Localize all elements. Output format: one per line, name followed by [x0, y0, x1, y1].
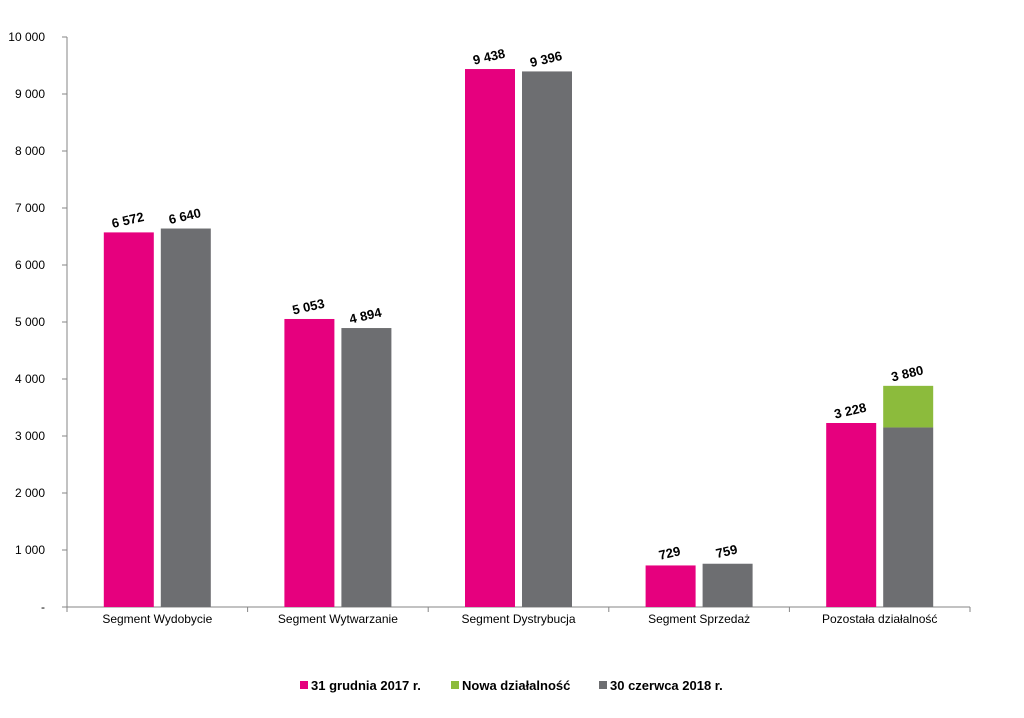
legend-swatch — [599, 681, 607, 689]
bar-2017-12-31 — [645, 565, 696, 607]
y-tick-label: - — [41, 600, 45, 614]
legend-item-2018-06-30: 30 czerwca 2018 r. — [599, 678, 723, 693]
y-tick-label: 3 000 — [15, 429, 45, 443]
y-tick-label: 4 000 — [15, 372, 45, 386]
data-label-2017-12-31: 3 228 — [833, 400, 868, 422]
bar-2018-06-30 — [522, 71, 572, 608]
y-tick-label: 8 000 — [15, 144, 45, 158]
x-category-label: Pozostała działalność — [822, 612, 937, 626]
data-label-2017-12-31: 5 053 — [291, 296, 326, 318]
data-label-2017-12-31: 6 572 — [110, 209, 145, 231]
bar-2017-12-31 — [465, 69, 515, 607]
bar-2018-06-30 — [883, 427, 934, 607]
bar-2017-12-31 — [103, 232, 154, 607]
y-axis: - 1 000 2 000 3 000 4 000 5 000 6 000 7 000 8 00… — [8, 30, 68, 614]
y-tick-label: 10 000 — [8, 30, 45, 44]
y-tick-label: 2 000 — [15, 486, 45, 500]
x-category-label: Segment Dystrybucja — [461, 612, 575, 626]
legend-swatch — [451, 681, 459, 689]
data-label-2017-12-31: 9 438 — [471, 46, 506, 68]
data-label-2018-06-30: 6 640 — [167, 205, 202, 227]
legend-item-new-activity: Nowa działalność — [451, 678, 570, 693]
legend-item-2017-12-31: 31 grudnia 2017 r. — [300, 678, 421, 693]
x-axis: Segment Wydobycie Segment Wytwarzanie Segm… — [66, 606, 971, 626]
bars — [103, 69, 934, 608]
data-label-2018-06-30: 9 396 — [528, 48, 563, 70]
legend-label: Nowa działalność — [462, 678, 570, 693]
bar-2018-06-30 — [341, 328, 392, 607]
y-tick-label: 6 000 — [15, 258, 45, 272]
bar-2018-06-30 — [702, 563, 753, 607]
y-tick-label: 5 000 — [15, 315, 45, 329]
legend-swatch — [300, 681, 308, 689]
y-tick-label: 1 000 — [15, 543, 45, 557]
bar-2018-06-30 — [160, 228, 211, 607]
data-labels: 6 572 6 640 5 053 4 894 9 438 9 396 729 759 3 22… — [110, 46, 924, 563]
y-tick-label: 9 000 — [15, 87, 45, 101]
bar-2017-12-31 — [284, 318, 335, 607]
legend-label: 31 grudnia 2017 r. — [311, 678, 421, 693]
data-label-2018-06-30: 759 — [714, 542, 739, 561]
data-label-2017-12-31: 729 — [657, 543, 682, 562]
data-label-2018-06-30: 4 894 — [348, 305, 384, 327]
data-label-2018-06-30: 3 880 — [890, 362, 925, 384]
x-category-label: Segment Wytwarzanie — [278, 612, 398, 626]
x-category-label: Segment Wydobycie — [102, 612, 212, 626]
legend-label: 30 czerwca 2018 r. — [610, 678, 723, 693]
legend: 31 grudnia 2017 r. Nowa działalność 30 cze… — [300, 678, 723, 693]
y-tick-label: 7 000 — [15, 201, 45, 215]
bar-2017-12-31 — [826, 423, 877, 607]
x-category-label: Segment Sprzedaż — [648, 612, 750, 626]
bar-new-activity — [883, 385, 934, 428]
